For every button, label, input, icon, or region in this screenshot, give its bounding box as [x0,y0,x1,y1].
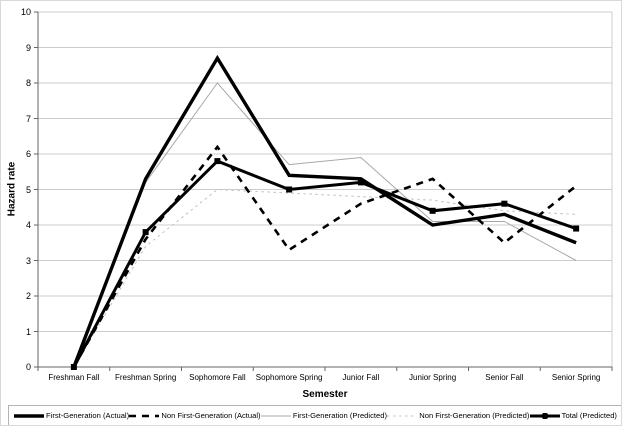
series-marker-total-predicted [286,186,293,193]
y-tick-label-5: 5 [25,184,31,195]
x-tick-label-junior-fall: Junior Fall [342,373,380,382]
legend-swatch-non-first-generation-predicted [387,411,418,421]
x-tick-label-freshman-fall: Freshman Fall [48,373,100,382]
legend-item-first-generation-predicted: First-Generation (Predicted) [260,411,387,421]
legend-item-non-first-generation-predicted: Non First-Generation (Predicted) [387,411,529,421]
series-marker-total-predicted [573,225,580,232]
y-tick-label-10: 10 [20,7,31,17]
legend-item-total-predicted: Total (Predicted) [529,411,617,421]
x-tick-label-sophomore-fall: Sophomore Fall [189,373,246,382]
y-tick-label-2: 2 [25,291,31,301]
series-marker-total-predicted [70,364,77,370]
legend-label-non-first-generation-predicted: Non First-Generation (Predicted) [419,411,530,420]
series-line-non-first-generation-actual [72,144,577,368]
series-line-first-generation-actual [72,54,577,368]
series-line-first-generation-predicted [73,82,577,368]
legend-swatch-first-generation-actual [14,411,44,421]
y-tick-label-3: 3 [25,255,31,266]
legend-label-total-predicted: Total (Predicted) [561,411,617,420]
series-marker-total-predicted [214,158,221,165]
series-marker-total-predicted [429,207,436,214]
x-tick-label-sophomore-spring: Sophomore Spring [255,373,323,382]
y-tick-label-6: 6 [25,149,31,159]
series-line-total-predicted [72,159,577,368]
y-tick-label-4: 4 [25,220,31,230]
series-marker-total-predicted [501,200,508,207]
legend: First-Generation (Actual) Non First-Gener… [8,405,621,425]
y-tick-label-7: 7 [25,113,31,124]
legend-swatch-total-predicted [529,411,560,421]
legend-item-first-generation-actual: First-Generation (Actual) [14,411,129,421]
y-tick-label-0: 0 [25,362,31,372]
y-tick-label-8: 8 [25,78,31,88]
x-tick-label-senior-spring: Senior Spring [551,373,601,382]
x-tick-label-junior-spring: Junior Spring [409,373,457,382]
x-axis-title: Semester [302,389,348,400]
legend-label-non-first-generation-actual: Non First-Generation (Actual) [161,411,261,420]
legend-label-first-generation-actual: First-Generation (Actual) [46,411,130,420]
x-tick-label-senior-fall: Senior Fall [485,373,524,382]
legend-label-first-generation-predicted: First-Generation (Predicted) [292,411,387,420]
x-tick-label-freshman-spring: Freshman Spring [114,373,177,382]
legend-swatch-first-generation-predicted [260,411,291,421]
series-marker-total-predicted [357,179,364,186]
legend-swatch-non-first-generation-actual [129,411,160,421]
y-tick-label-1: 1 [25,326,31,337]
legend-item-non-first-generation-actual: Non First-Generation (Actual) [129,411,261,421]
series-marker-total-predicted [142,229,149,236]
y-tick-label-9: 9 [25,42,31,53]
